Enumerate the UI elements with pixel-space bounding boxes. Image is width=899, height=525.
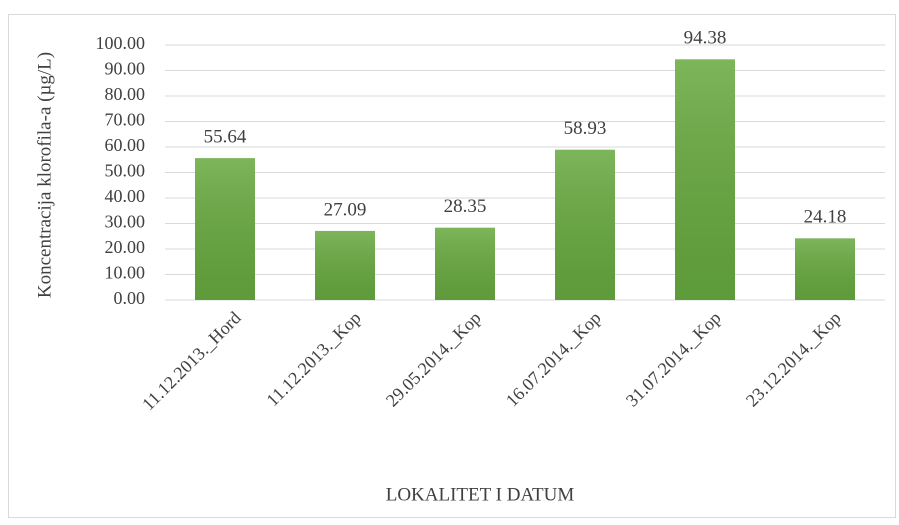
y-tick-label: 100.00 bbox=[96, 33, 146, 53]
y-tick-label: 30.00 bbox=[105, 212, 146, 232]
data-label: 28.35 bbox=[444, 196, 487, 217]
y-tick-label: 90.00 bbox=[105, 59, 146, 79]
y-axis-label: Koncentracija klorofila-a (µg/L) bbox=[34, 52, 55, 298]
y-tick-label: 10.00 bbox=[105, 263, 146, 283]
data-label: 55.64 bbox=[204, 126, 247, 147]
y-tick-label: 70.00 bbox=[105, 110, 146, 130]
y-tick-label: 80.00 bbox=[105, 84, 146, 104]
bar bbox=[195, 158, 255, 300]
bar bbox=[795, 238, 855, 300]
y-tick-label: 20.00 bbox=[105, 237, 146, 257]
y-tick-label: 0.00 bbox=[114, 288, 146, 308]
bar bbox=[555, 149, 615, 300]
y-tick-label: 50.00 bbox=[105, 161, 146, 181]
bar bbox=[315, 230, 375, 300]
y-tick-label: 60.00 bbox=[105, 135, 146, 155]
data-label: 24.18 bbox=[804, 207, 847, 228]
data-label: 27.09 bbox=[324, 199, 367, 220]
bar bbox=[435, 227, 495, 300]
y-tick-label: 40.00 bbox=[105, 186, 146, 206]
data-label: 58.93 bbox=[564, 118, 607, 139]
x-axis-label: LOKALITET I DATUM bbox=[386, 484, 575, 505]
data-label: 94.38 bbox=[684, 28, 727, 49]
bar bbox=[675, 59, 735, 301]
